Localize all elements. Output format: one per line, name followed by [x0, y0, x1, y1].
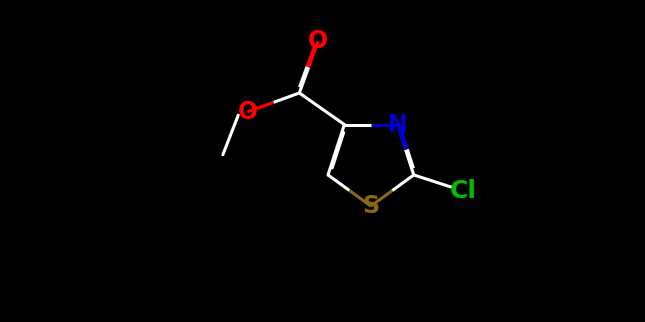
Text: N: N: [388, 112, 407, 137]
Text: O: O: [237, 100, 258, 124]
Text: O: O: [308, 29, 328, 53]
Text: S: S: [362, 194, 379, 218]
Text: Cl: Cl: [450, 179, 477, 203]
